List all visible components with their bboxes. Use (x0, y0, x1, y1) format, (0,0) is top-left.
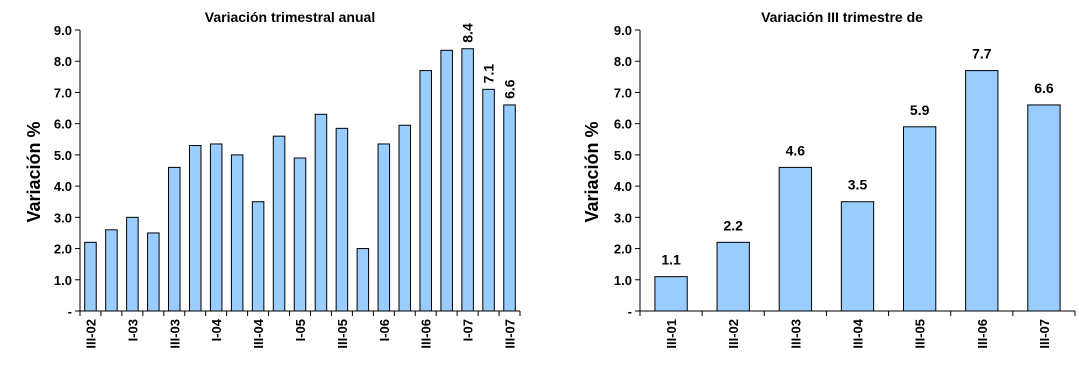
x-tick-label: III-07 (503, 319, 518, 349)
y-tick-label: 3.0 (614, 210, 632, 225)
bar (314, 113, 328, 312)
x-tick-label: I-03 (125, 319, 140, 341)
x-tick-label: III-06 (419, 319, 434, 349)
y-tick-label: 1.0 (54, 273, 72, 288)
y-tick-label: 9.0 (614, 23, 632, 38)
data-label: 8.4 (460, 23, 476, 43)
y-tick-label: 9.0 (54, 23, 72, 38)
data-label: 7.7 (972, 46, 992, 62)
y-tick-label: - (68, 304, 72, 319)
bar (356, 248, 370, 312)
bar (335, 127, 349, 312)
y-tick-label: 8.0 (54, 54, 72, 69)
chart-third-quarter-variation: Variación III trimestre de Variación % -… (582, 9, 1076, 349)
data-label: 4.6 (786, 142, 806, 158)
y-axis-label: Variación % (24, 121, 44, 222)
data-label: 6.6 (502, 79, 518, 99)
bar (230, 154, 244, 312)
y-tick-label: 7.0 (614, 85, 632, 100)
y-tick-label: 7.0 (54, 85, 72, 100)
chart-quarterly-annual-variation: Variación trimestral anual Variación % -… (24, 9, 521, 349)
data-label: 3.5 (848, 177, 868, 193)
bar (440, 49, 453, 312)
bar (503, 104, 516, 312)
bar (840, 201, 875, 312)
x-tick-label: III-04 (251, 318, 266, 348)
bar (126, 216, 139, 312)
bar (209, 143, 223, 312)
bar (778, 166, 813, 312)
y-tick-label: 1.0 (614, 273, 632, 288)
bar (716, 241, 750, 312)
data-label: 7.1 (481, 64, 497, 84)
bar (147, 232, 160, 312)
y-tick-label: 4.0 (614, 179, 632, 194)
x-tick-label: III-02 (726, 319, 741, 349)
bar (105, 229, 118, 312)
y-tick-label: - (628, 304, 632, 319)
bar (272, 135, 286, 312)
bar (965, 70, 999, 312)
bar (398, 124, 412, 312)
bar (251, 201, 265, 312)
bar (293, 157, 307, 312)
bar (902, 126, 937, 312)
chart-title: Variación III trimestre de (761, 9, 923, 25)
y-tick-label: 5.0 (614, 148, 632, 163)
x-tick-label: I-04 (209, 318, 224, 341)
x-tick-label: I-07 (461, 319, 476, 341)
y-tick-label: 4.0 (54, 179, 72, 194)
data-label: 6.6 (1034, 80, 1054, 96)
x-tick-label: III-03 (167, 319, 182, 349)
data-label: 2.2 (723, 217, 743, 233)
y-tick-label: 2.0 (614, 242, 632, 257)
bar (377, 143, 391, 312)
data-label: 1.1 (661, 252, 681, 268)
x-tick-label: III-06 (975, 319, 990, 349)
bar (1027, 104, 1061, 312)
x-tick-label: III-04 (851, 318, 866, 348)
data-label: 5.9 (910, 102, 930, 118)
x-tick-label: III-01 (664, 319, 679, 349)
y-tick-label: 3.0 (54, 210, 72, 225)
y-tick-label: 8.0 (614, 54, 632, 69)
x-tick-label: III-05 (913, 319, 928, 349)
y-tick-label: 6.0 (54, 117, 72, 132)
chart-title: Variación trimestral anual (205, 9, 375, 25)
x-tick-label: I-05 (293, 319, 308, 341)
bar (84, 241, 97, 312)
y-tick-label: 5.0 (54, 148, 72, 163)
y-axis-label: Variación % (582, 121, 602, 222)
x-tick-label: III-07 (1037, 319, 1052, 349)
bar (168, 166, 181, 312)
bar (188, 145, 202, 312)
y-tick-label: 2.0 (54, 242, 72, 257)
x-tick-label: III-05 (335, 319, 350, 349)
bar (654, 276, 688, 312)
x-tick-label: III-02 (83, 319, 98, 349)
x-tick-label: III-03 (788, 319, 803, 349)
bar (419, 70, 432, 312)
bar (482, 88, 495, 312)
x-tick-label: I-06 (377, 319, 392, 341)
bar (461, 48, 474, 312)
y-tick-label: 6.0 (614, 117, 632, 132)
